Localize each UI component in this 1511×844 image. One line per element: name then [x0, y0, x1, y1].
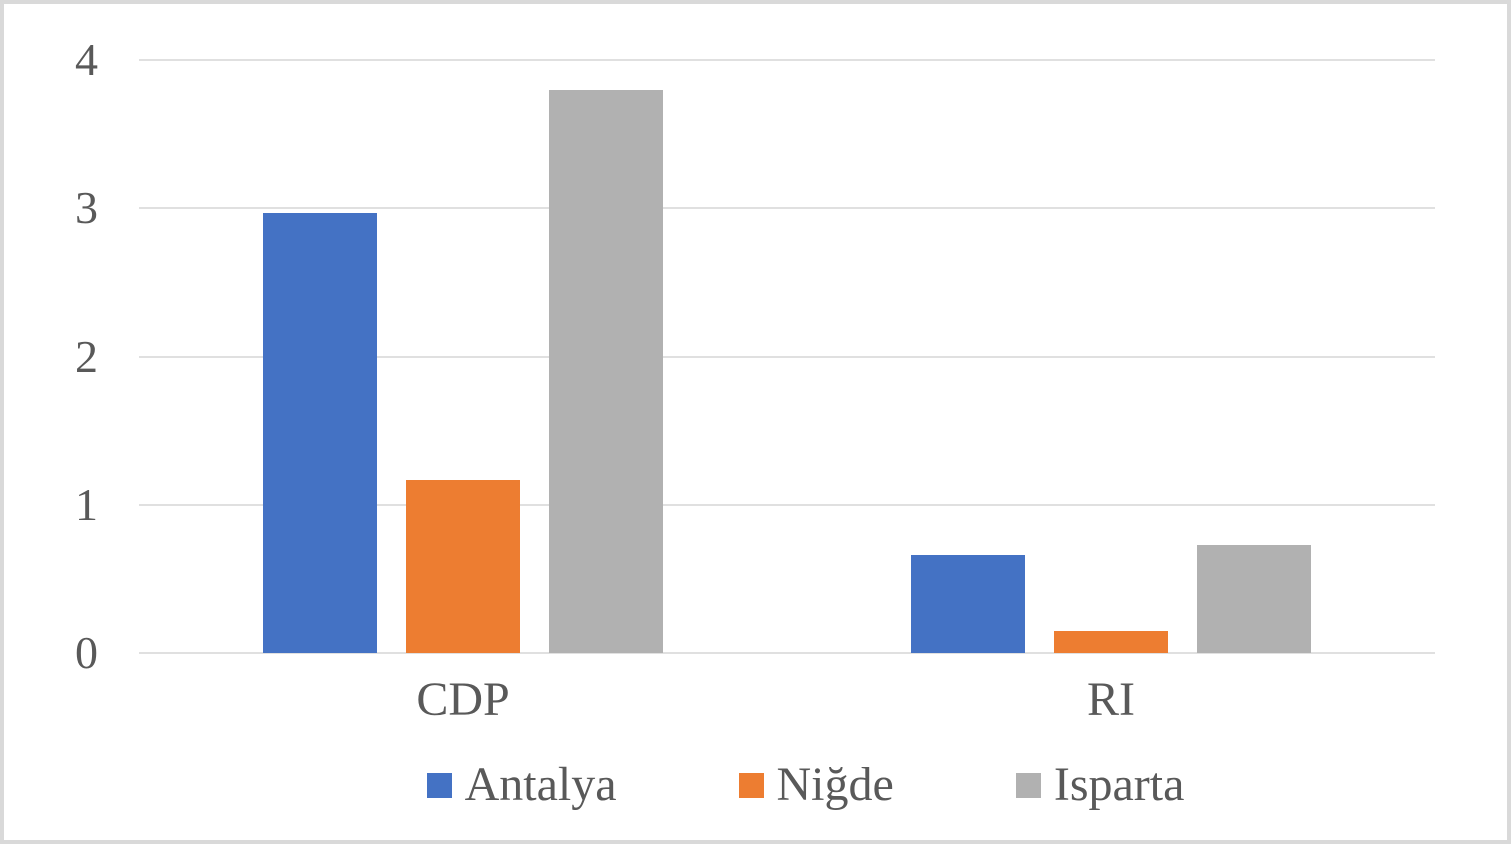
- legend-swatch-isparta-icon: [1015, 772, 1041, 798]
- legend-item-antalya: Antalya: [426, 757, 617, 813]
- legend-swatch-antalya-icon: [426, 772, 452, 798]
- gridline-3: [139, 207, 1435, 210]
- legend-label-isparta: Isparta: [1053, 758, 1185, 811]
- y-tick-label-2: 2: [75, 330, 98, 382]
- legend-label-nigde: Niğde: [776, 758, 894, 811]
- y-tick-label-0: 0: [75, 627, 98, 678]
- x-axis-label-cdp: CDP: [416, 673, 510, 726]
- bar-antalya-cdp: [263, 212, 377, 653]
- gridline-1: [139, 503, 1435, 506]
- bar-nigde-cdp: [406, 479, 520, 653]
- plot-area: [139, 59, 1435, 654]
- gridline-0: [139, 652, 1435, 654]
- bar-antalya-ri: [911, 555, 1025, 653]
- gridline-4: [139, 59, 1435, 61]
- y-tick-label-3: 3: [75, 182, 98, 234]
- legend-swatch-nigde-icon: [738, 772, 764, 798]
- legend-item-isparta: Isparta: [1015, 757, 1185, 813]
- y-tick-label-4: 4: [75, 34, 98, 85]
- legend-item-nigde: Niğde: [738, 757, 894, 813]
- legend-label-antalya: Antalya: [464, 758, 617, 811]
- bar-nigde-ri: [1054, 630, 1168, 653]
- bar-isparta-ri: [1197, 544, 1311, 653]
- y-tick-label-1: 1: [75, 478, 98, 530]
- gridline-2: [139, 355, 1435, 358]
- legend: Antalya Niğde Isparta: [50, 755, 1511, 815]
- x-axis-label-ri: RI: [1087, 673, 1135, 726]
- bar-isparta-cdp: [549, 89, 663, 653]
